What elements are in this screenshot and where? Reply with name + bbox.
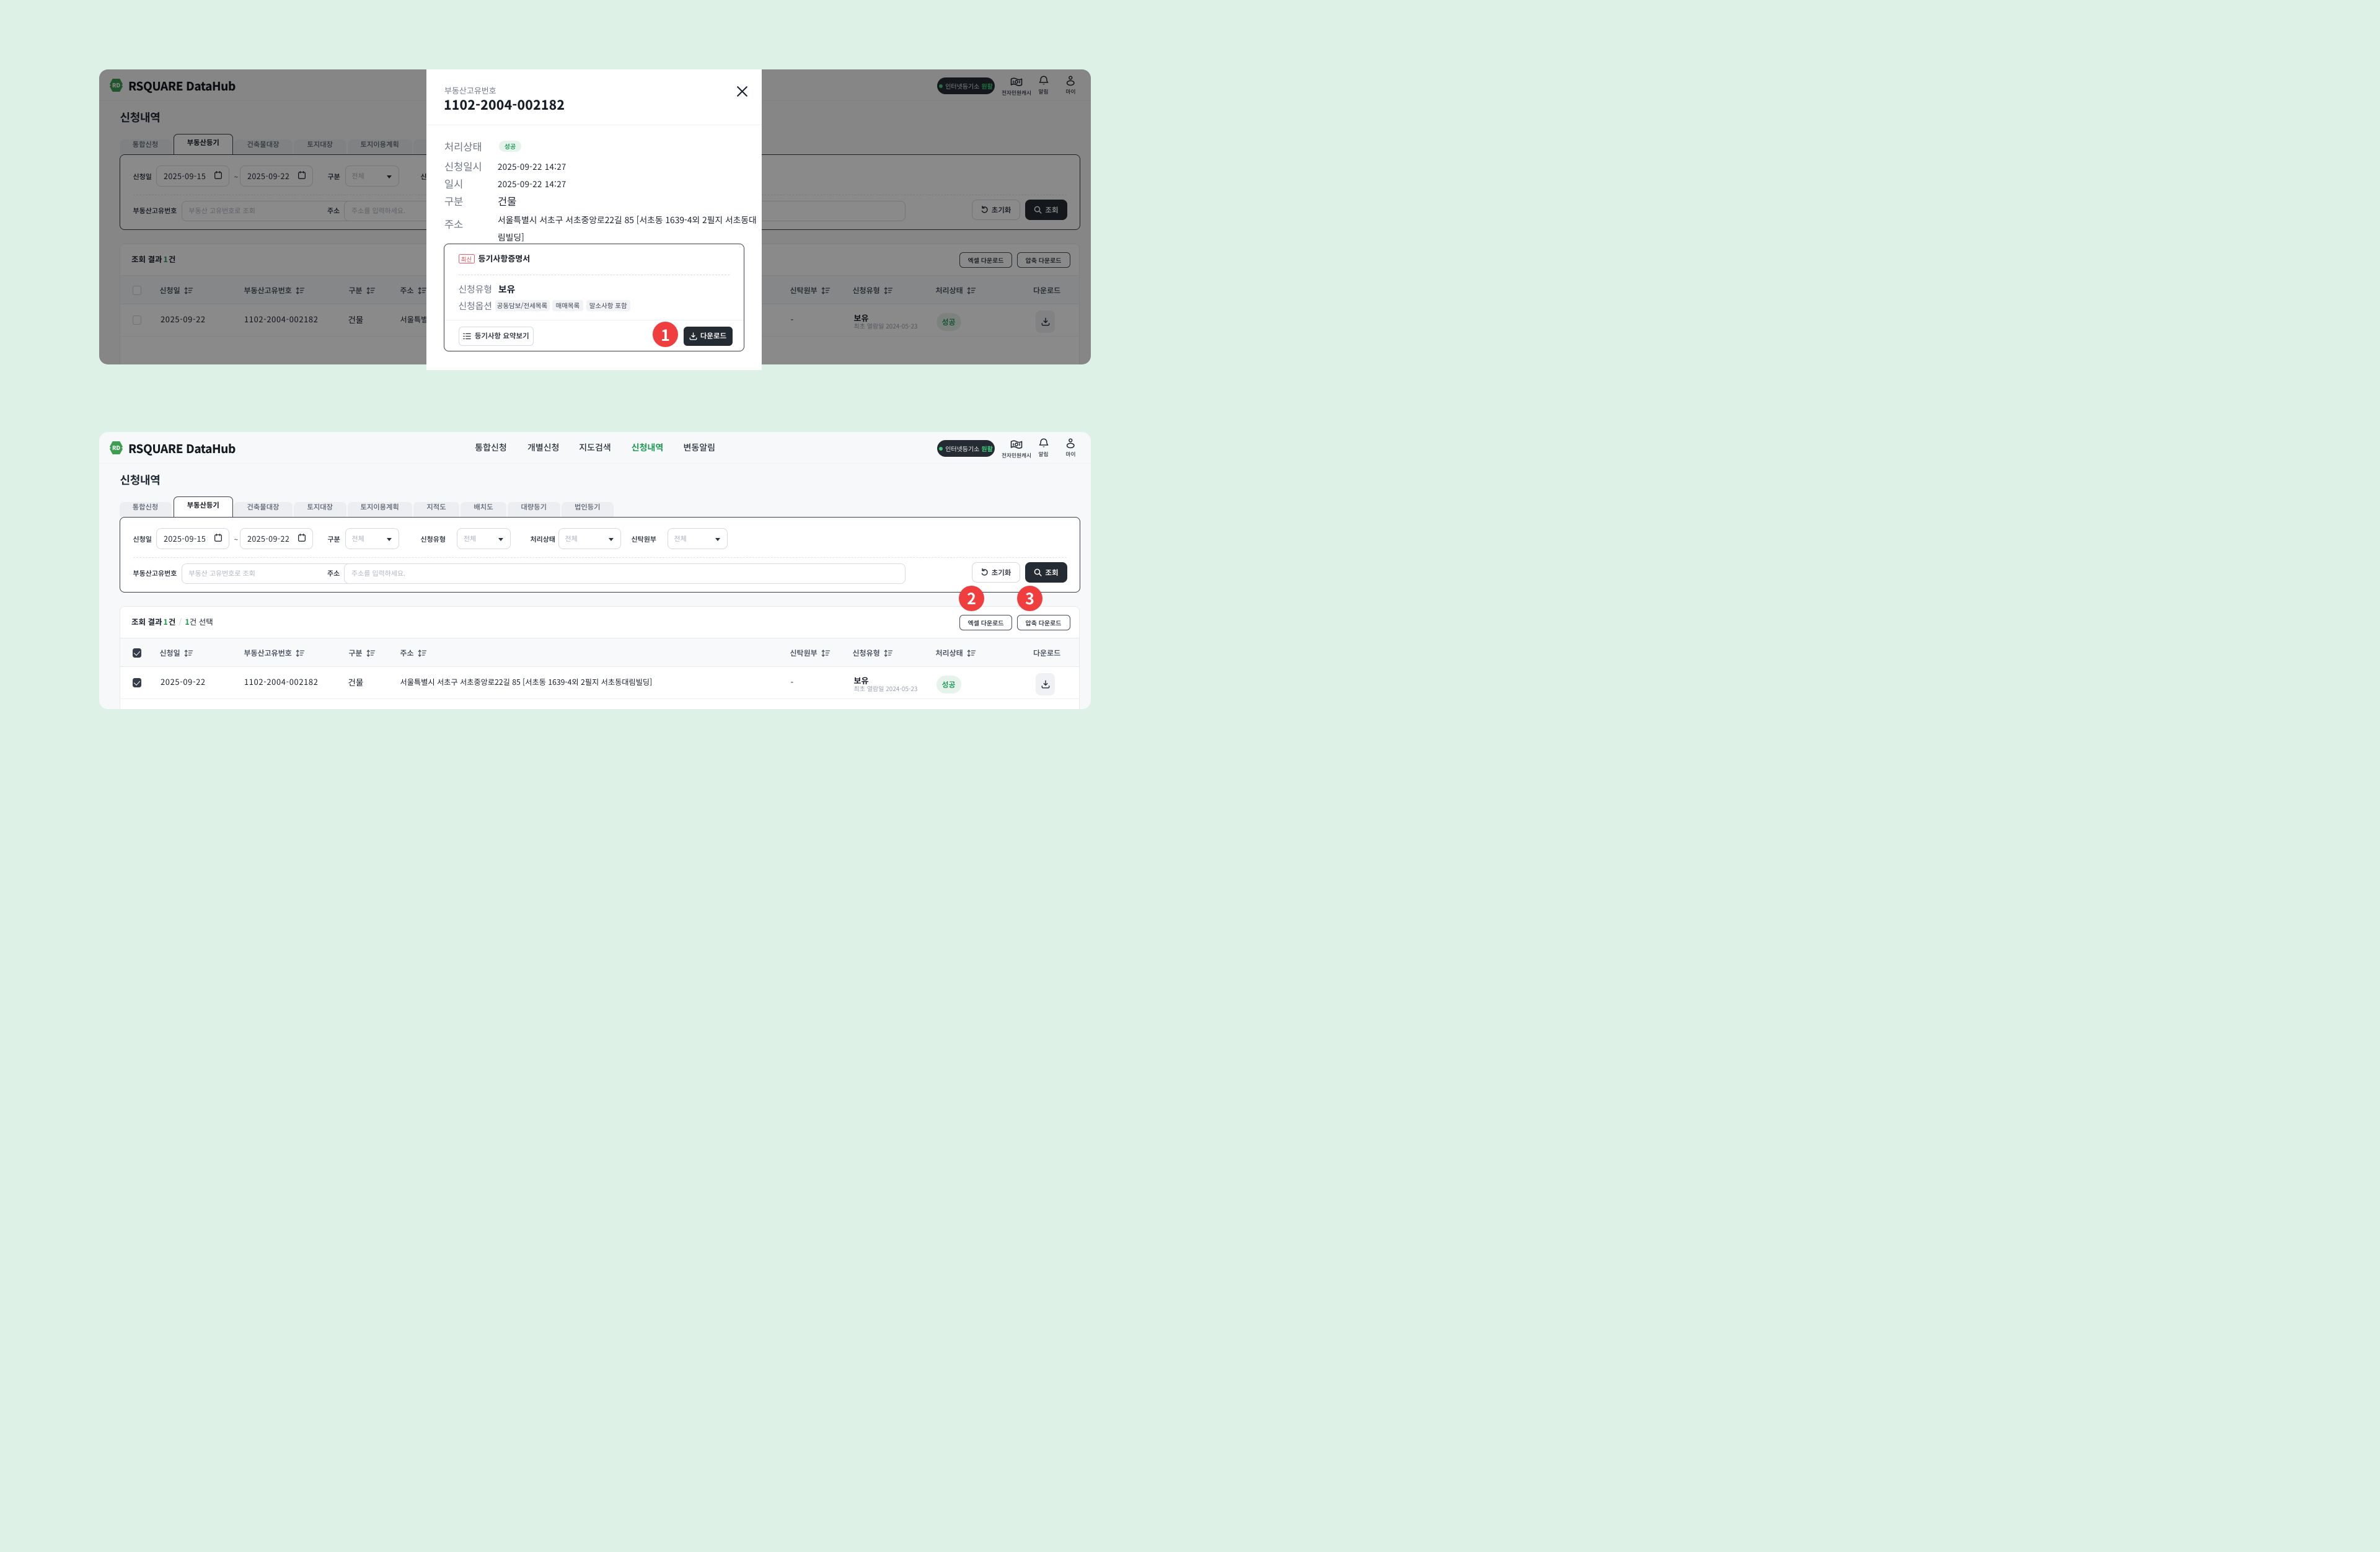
svg-text:RD: RD — [112, 81, 120, 89]
svg-text:RD: RD — [112, 443, 120, 452]
